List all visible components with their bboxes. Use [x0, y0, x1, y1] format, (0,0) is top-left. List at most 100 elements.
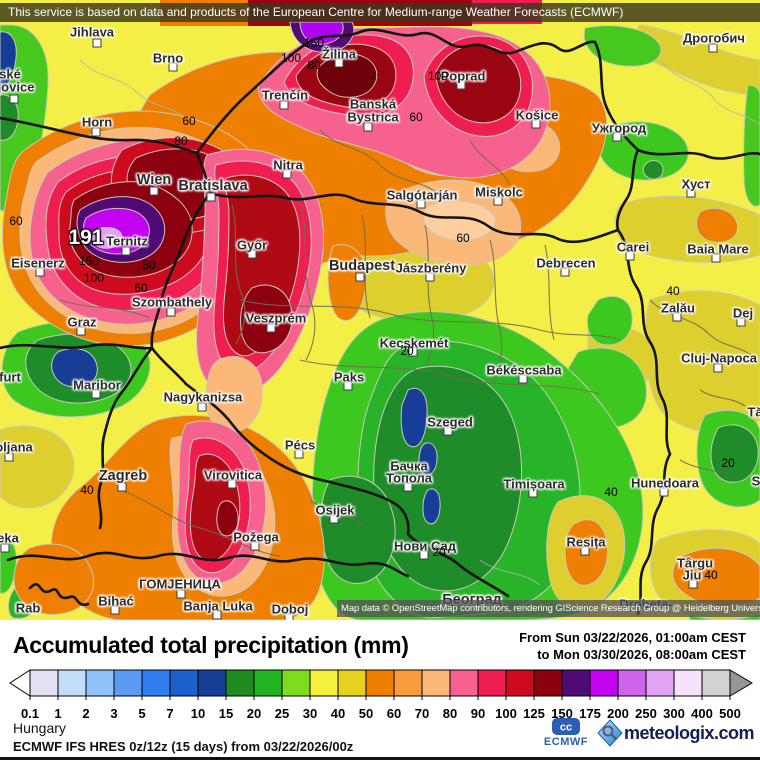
contour-label: 40 [666, 284, 680, 298]
scale-swatch [393, 669, 423, 697]
contour-label: 60 [134, 281, 148, 295]
scale-tick-label: 3 [110, 706, 117, 721]
city-marker [35, 267, 45, 277]
contour-label: 20 [721, 456, 735, 470]
city-marker [197, 402, 207, 412]
scale-tick-label: 2 [82, 706, 89, 721]
city-label: Бачка [390, 458, 428, 474]
scale-tick-label: 0.1 [21, 706, 39, 721]
scale-tick-label: 200 [607, 706, 629, 721]
scale-swatch [253, 669, 283, 697]
scale-swatch [421, 669, 451, 697]
city-label: Ужгород [591, 120, 647, 136]
scale-tick-label: 10 [191, 706, 205, 721]
city-marker [227, 479, 237, 489]
scale-tick-label: 175 [579, 706, 601, 721]
scale-tick-label: 90 [471, 706, 485, 721]
city-marker [736, 317, 746, 327]
page-title: Accumulated total precipitation (mm) [13, 632, 409, 658]
scale-tick-label: 250 [635, 706, 657, 721]
city-marker [91, 127, 101, 137]
scale-tick-label: 30 [303, 706, 317, 721]
city-marker [92, 38, 102, 48]
period-to: to Mon 03/30/2026, 08:00am CEST [537, 647, 746, 662]
city-label: Žilina [322, 46, 356, 62]
city-marker [166, 307, 176, 317]
city-label: ské [0, 66, 21, 82]
city-label: Wien [136, 172, 172, 188]
ecmwf-label: ECMWF [543, 736, 588, 748]
ecmwf-logo[interactable]: cc ECMWF [544, 718, 588, 748]
scale-left-arrow [9, 669, 31, 697]
scale-swatch [141, 669, 171, 697]
city-label: Győr [236, 237, 268, 253]
city-label: Debrecen [536, 255, 596, 271]
city-marker [168, 62, 178, 72]
scale-tick-label: 400 [691, 706, 713, 721]
city-label: Békéscsaba [486, 362, 562, 378]
city-label: Salgótarján [386, 187, 458, 203]
city-marker [708, 43, 718, 53]
scale-tick-label: 60 [387, 706, 401, 721]
city-label: Ternitz [106, 233, 148, 249]
city-label: Poprad [440, 68, 486, 84]
city-label: Szombathely [131, 294, 213, 310]
city-label: Jihlava [69, 24, 115, 40]
scale-swatch [505, 669, 535, 697]
scale-swatch [29, 669, 59, 697]
city-label: Brno [152, 50, 184, 66]
scale-swatch [281, 669, 311, 697]
city-label: Dej [732, 305, 754, 321]
city-label: Banská [349, 96, 397, 112]
city-marker [9, 94, 19, 104]
scale-swatch [589, 669, 619, 697]
city-label: Trenčín [261, 87, 309, 103]
city-marker [212, 610, 222, 620]
city-marker [121, 246, 131, 256]
scale-swatch [449, 669, 479, 697]
meteologix-label: meteologix.com [623, 722, 755, 743]
contour-label: 100 [83, 271, 105, 285]
city-label: Tă [747, 404, 760, 420]
city-label: Košice [515, 107, 559, 123]
scale-tick-label: 25 [275, 706, 289, 721]
city-label: Hunedoara [631, 475, 699, 491]
scale-swatch [365, 669, 395, 697]
scale-swatch [645, 669, 675, 697]
city-marker [149, 186, 159, 196]
contour-label: 80 [142, 258, 156, 272]
city-label: Horn [81, 114, 113, 130]
contour-label: 40 [604, 485, 618, 499]
scale-tick-label: 7 [166, 706, 173, 721]
city-label: Kecskemét [379, 335, 449, 351]
city-marker [443, 426, 453, 436]
city-label: Bratislava [178, 178, 248, 194]
city-label: furt [0, 369, 21, 385]
contour-label: 40 [704, 568, 718, 582]
city-label: Resița [566, 534, 606, 550]
city-label: oljana [0, 439, 33, 455]
city-label: Maribor [73, 377, 121, 393]
city-label: jovice [0, 79, 35, 95]
city-label: ГОМЈЕНИЦА [139, 576, 221, 592]
city-marker [408, 347, 418, 357]
city-label: Jiu [682, 567, 702, 583]
city-marker [580, 546, 590, 556]
city-label: Szeged [427, 414, 473, 430]
ecmwf-icon: cc [551, 718, 580, 735]
city-marker [560, 267, 570, 277]
city-marker [355, 272, 365, 282]
scale-tick-label: 5 [138, 706, 145, 721]
scale-swatch [225, 669, 255, 697]
meteologix-logo[interactable]: meteologix.com [596, 718, 755, 748]
city-marker [493, 196, 503, 206]
scale-swatch [169, 669, 199, 697]
scale-swatch [197, 669, 227, 697]
city-label: Bystrica [347, 109, 399, 125]
contour-label: 60 [456, 231, 470, 245]
scale-tick-label: 15 [219, 706, 233, 721]
city-marker [279, 100, 289, 110]
city-marker [518, 374, 528, 384]
city-label: Jászberény [395, 260, 467, 276]
